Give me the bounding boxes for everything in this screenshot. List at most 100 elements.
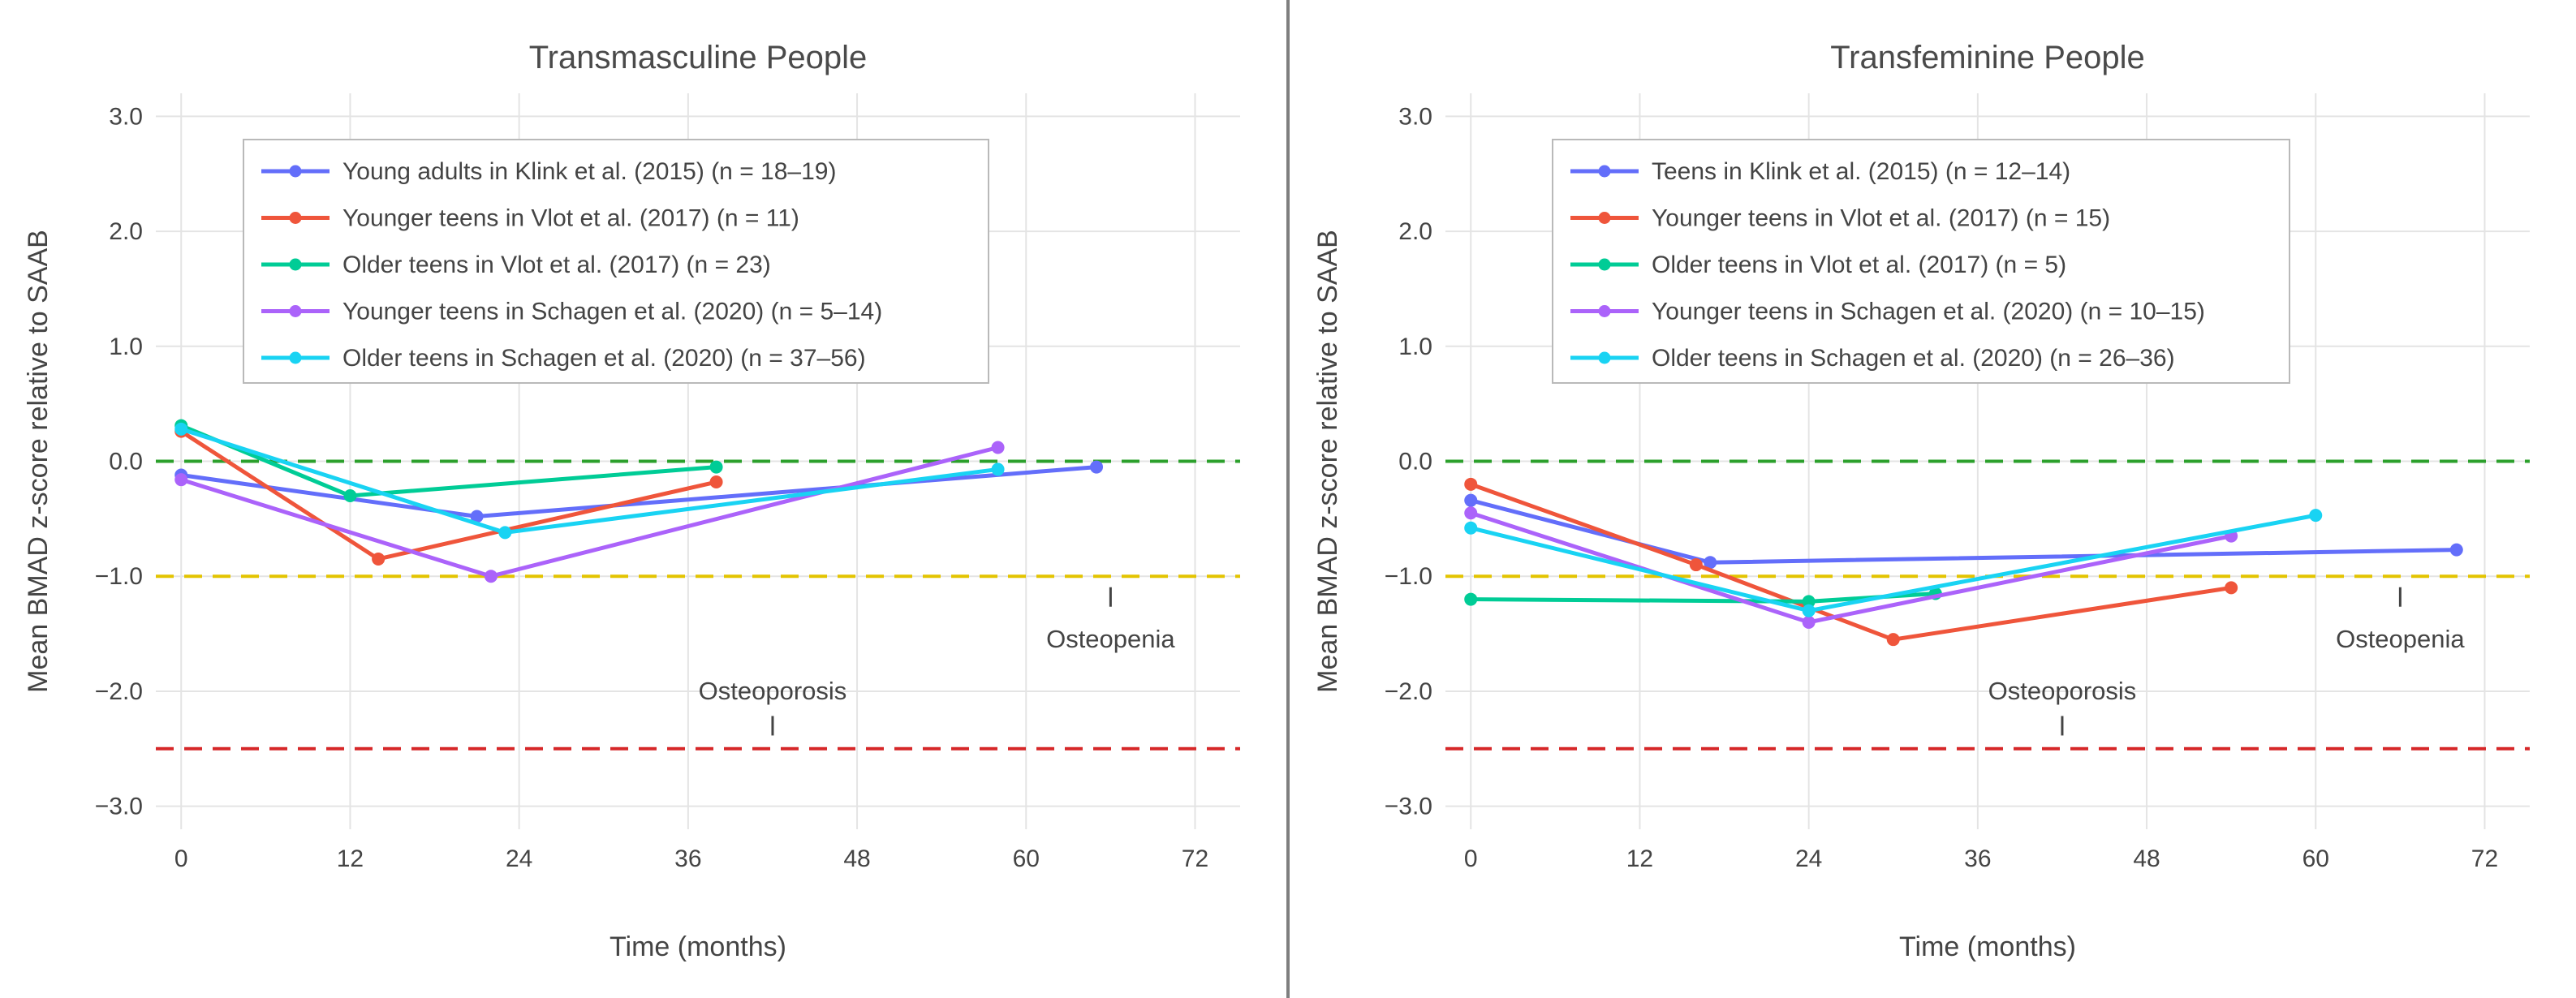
trace-0-4[interactable] — [174, 422, 1005, 540]
data-point[interactable] — [343, 489, 357, 503]
x-tick-label: 36 — [1964, 845, 1991, 872]
data-point[interactable] — [991, 462, 1005, 476]
y-tick-label: 1.0 — [1398, 333, 1432, 360]
y-tick-label: −1.0 — [95, 563, 143, 590]
annotation-osteopenia: Osteopenia — [2336, 587, 2465, 653]
data-point[interactable] — [1689, 558, 1703, 572]
y-tick-label: 3.0 — [1398, 103, 1432, 130]
legend-sample-marker — [289, 165, 302, 178]
legend: Young adults in Klink et al. (2015) (n =… — [243, 139, 989, 384]
legend-label: Older teens in Schagen et al. (2020) (n … — [342, 345, 866, 372]
y-tick-label: −1.0 — [1385, 563, 1432, 590]
data-point[interactable] — [174, 422, 188, 436]
legend-item-1-4[interactable]: Older teens in Schagen et al. (2020) (n … — [1570, 345, 2175, 372]
annotation-osteopenia: Osteopenia — [1046, 587, 1175, 653]
trace-line[interactable] — [1468, 498, 2459, 565]
data-point[interactable] — [1464, 592, 1478, 606]
data-point[interactable] — [498, 526, 512, 540]
legend-box — [243, 139, 989, 384]
data-point[interactable] — [2225, 581, 2238, 595]
data-point[interactable] — [1704, 556, 1717, 570]
x-tick-label: 24 — [506, 845, 532, 872]
data-point[interactable] — [2309, 509, 2323, 523]
annotation-label: Osteoporosis — [699, 677, 847, 705]
trace-1-0[interactable] — [1464, 493, 2463, 570]
legend: Teens in Klink et al. (2015) (n = 12–14)… — [1552, 139, 2290, 384]
legend-sample-marker — [1598, 212, 1611, 224]
legend-box — [1552, 139, 2290, 384]
annotation-osteoporosis: Osteoporosis — [699, 677, 847, 736]
x-tick-label: 12 — [337, 845, 364, 872]
legend-label: Older teens in Vlot et al. (2017) (n = 2… — [342, 252, 771, 278]
transfeminine-panel: 3.0 2.0 1.0 0.0 −1.0 −2.0 −3.0 0 12 24 36 48 60 72 Tra… — [1290, 0, 2576, 998]
legend-sample-marker — [1598, 165, 1611, 178]
y-axis-title: Mean BMAD z-score relative to SAAB — [1312, 230, 1343, 693]
transmasculine-chart: 3.0 2.0 1.0 0.0 −1.0 −2.0 −3.0 0 12 24 36 48 60 72 Tra… — [23, 40, 1240, 962]
y-tick-label: 3.0 — [109, 103, 143, 130]
legend-item-0-0[interactable]: Young adults in Klink et al. (2015) (n =… — [261, 158, 836, 185]
data-point[interactable] — [709, 460, 723, 474]
data-point[interactable] — [709, 475, 723, 489]
chart-title: Transfeminine People — [1830, 40, 2145, 75]
data-point[interactable] — [1802, 615, 1816, 629]
data-point[interactable] — [1464, 493, 1478, 507]
data-point[interactable] — [991, 441, 1005, 454]
x-tick-label: 72 — [2471, 845, 2498, 872]
x-tick-label: 60 — [2302, 845, 2329, 872]
legend-item-1-0[interactable]: Teens in Klink et al. (2015) (n = 12–14) — [1570, 158, 2070, 185]
legend-item-0-3[interactable]: Younger teens in Schagen et al. (2020) (… — [261, 299, 882, 325]
legend-sample-marker — [289, 351, 302, 364]
x-tick-label: 48 — [2133, 845, 2160, 872]
legend-item-1-3[interactable]: Younger teens in Schagen et al. (2020) (… — [1570, 299, 2205, 325]
x-tick-label: 48 — [843, 845, 870, 872]
legend-item-1-1[interactable]: Younger teens in Vlot et al. (2017) (n =… — [1570, 205, 2110, 232]
data-point[interactable] — [484, 570, 498, 583]
x-axis-title: Time (months) — [1899, 931, 2076, 962]
data-point[interactable] — [2449, 543, 2463, 557]
legend-label: Older teens in Schagen et al. (2020) (n … — [1652, 345, 2175, 372]
y-tick-label: −2.0 — [95, 678, 143, 705]
data-point[interactable] — [1802, 595, 1816, 609]
x-tick-label: 60 — [1013, 845, 1040, 872]
y-tick-label: 1.0 — [109, 333, 143, 360]
legend-sample-marker — [1598, 305, 1611, 317]
y-tick-label: 0.0 — [109, 449, 143, 475]
legend-label: Older teens in Vlot et al. (2017) (n = 5… — [1652, 252, 2066, 278]
legend-label: Younger teens in Schagen et al. (2020) (… — [342, 299, 882, 325]
x-tick-label: 36 — [674, 845, 701, 872]
legend-item-0-1[interactable]: Younger teens in Vlot et al. (2017) (n =… — [261, 205, 799, 232]
trace-1-4[interactable] — [1464, 509, 2323, 617]
chart-title: Transmasculine People — [529, 40, 868, 75]
transmasculine-panel: 3.0 2.0 1.0 0.0 −1.0 −2.0 −3.0 0 12 24 36 48 60 72 Tra… — [0, 0, 1286, 998]
annotation-label: Osteopenia — [2336, 625, 2465, 653]
data-point[interactable] — [174, 473, 188, 487]
y-tick-label: 0.0 — [1398, 449, 1432, 475]
legend-sample-marker — [1598, 258, 1611, 271]
data-point[interactable] — [1464, 506, 1478, 520]
annotation-label: Osteoporosis — [1988, 677, 2137, 705]
trace-0-1[interactable] — [174, 424, 723, 566]
data-point[interactable] — [1802, 604, 1816, 617]
transfeminine-chart: 3.0 2.0 1.0 0.0 −1.0 −2.0 −3.0 0 12 24 36 48 60 72 Tra… — [1312, 40, 2530, 962]
data-point[interactable] — [1090, 460, 1104, 474]
y-tick-label: 2.0 — [109, 218, 143, 245]
legend-label: Teens in Klink et al. (2015) (n = 12–14) — [1652, 158, 2070, 185]
legend-item-1-2[interactable]: Older teens in Vlot et al. (2017) (n = 5… — [1570, 252, 2066, 278]
y-tick-label: −3.0 — [95, 794, 143, 820]
y-tick-label: −2.0 — [1385, 678, 1432, 705]
x-tick-label: 24 — [1795, 845, 1822, 872]
legend-label: Young adults in Klink et al. (2015) (n =… — [342, 158, 836, 185]
x-axis-title: Time (months) — [610, 931, 786, 962]
x-tick-label: 0 — [174, 845, 188, 872]
data-point[interactable] — [470, 510, 484, 523]
legend-item-0-4[interactable]: Older teens in Schagen et al. (2020) (n … — [261, 345, 866, 372]
annotation-label: Osteopenia — [1046, 625, 1175, 653]
data-point[interactable] — [1886, 633, 1900, 647]
panel-divider — [1286, 0, 1290, 998]
data-point[interactable] — [1464, 477, 1478, 491]
data-point[interactable] — [372, 552, 386, 566]
legend-item-0-2[interactable]: Older teens in Vlot et al. (2017) (n = 2… — [261, 252, 771, 278]
legend-label: Younger teens in Vlot et al. (2017) (n =… — [1652, 205, 2110, 232]
data-point[interactable] — [1464, 521, 1478, 535]
